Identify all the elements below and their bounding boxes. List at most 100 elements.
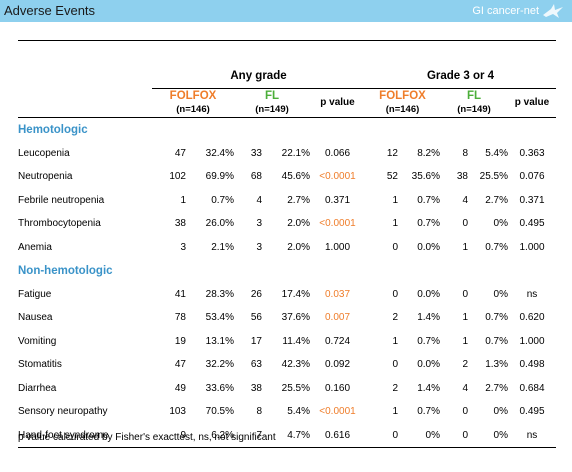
g-folfox-n-cell: 1 <box>392 406 398 418</box>
g-folfox-pct-cell: 0% <box>425 429 440 441</box>
table-row: Fatigue 41 28.3% 26 17.4% 0.037 0 0.0% 0 0% ns <box>18 283 556 307</box>
pvalue-header: p value <box>320 97 355 108</box>
a-fl-n-cell: 56 <box>250 312 262 324</box>
a-p-cell: 0.007 <box>324 312 351 324</box>
event-label: Hand-foot syndrome <box>18 429 109 441</box>
table-row: Febrile neutropenia 1 0.7% 4 2.7% 0.371 1 0.7% 4… <box>18 189 556 213</box>
a-folfox-n-cell: 103 <box>169 406 186 418</box>
a-fl-pct-cell: 4.7% <box>287 429 310 441</box>
a-fl-n-cell: 17 <box>250 335 262 347</box>
g-folfox-pct-cell: 1.4% <box>417 382 440 394</box>
g-p-cell: 0.495 <box>519 218 545 230</box>
g-fl-n-cell: 4 <box>462 382 468 394</box>
table-row: Thrombocytopenia 38 26.0% 3 2.0% <0.0001 1 0.7%… <box>18 212 556 236</box>
arm-name: FOLFOX <box>169 90 217 102</box>
a-fl-n-cell: 26 <box>250 288 262 300</box>
table-row: Anemia 3 2.1% 3 2.0% 1.000 0 0.0% 1 0.7% 1.000 <box>18 236 556 260</box>
g-p-cell: ns <box>526 288 538 300</box>
event-label: Vomiting <box>18 335 57 347</box>
a-folfox-pct-cell: 33.6% <box>205 382 234 394</box>
g-p-cell: 1.000 <box>519 335 545 347</box>
g-fl-pct-cell: 0.7% <box>485 241 508 253</box>
a-folfox-n-cell: 19 <box>174 335 186 347</box>
table-row: Neutropenia 102 69.9% 68 45.6% <0.0001 52 35.6%… <box>18 165 556 189</box>
event-label: Anemia <box>18 241 52 253</box>
a-fl-pct-cell: 17.4% <box>281 288 310 300</box>
g-p-cell: 0.076 <box>519 171 545 183</box>
a-fl-n-cell: 33 <box>250 147 262 159</box>
a-fl-pct-cell: 2.0% <box>287 241 310 253</box>
a-folfox-pct-cell: 13.1% <box>205 335 234 347</box>
a-folfox-pct-cell: 32.4% <box>205 147 234 159</box>
a-folfox-n-cell: 49 <box>174 382 186 394</box>
a-folfox-n-cell: 47 <box>174 147 186 159</box>
g-folfox-pct-cell: 0.7% <box>417 406 440 418</box>
g-fl-pct-cell: 0% <box>493 288 508 300</box>
g-folfox-pct-cell: 0.0% <box>417 359 440 371</box>
crane-icon <box>543 4 563 18</box>
a-fl-pct-cell: 5.4% <box>287 406 310 418</box>
g-p-cell: 0.620 <box>519 312 545 324</box>
event-label: Nausea <box>18 312 53 324</box>
event-label: Diarrhea <box>18 382 57 394</box>
a-p-cell: 0.092 <box>324 359 351 371</box>
table-row: Hand-foot syndrome 9 6.2% 7 4.7% 0.616 0 0% 0 0% n… <box>18 424 556 448</box>
event-label: Thrombocytopenia <box>18 218 101 230</box>
pvalue-header: p value <box>514 97 550 108</box>
a-folfox-n-cell: 47 <box>174 359 186 371</box>
g-p-cell: 0.371 <box>519 194 545 206</box>
a-folfox-n-cell: 102 <box>169 171 186 183</box>
g-folfox-n-cell: 52 <box>386 171 398 183</box>
g-fl-n-cell: 1 <box>462 335 468 347</box>
g-folfox-n-cell: 2 <box>392 382 398 394</box>
table-row: Vomiting 19 13.1% 17 11.4% 0.724 1 0.7% 1 0.7% 1.0… <box>18 330 556 354</box>
group-header-any-grade: Any grade <box>152 64 365 89</box>
g-folfox-pct-cell: 0.0% <box>417 241 440 253</box>
event-label: Sensory neuropathy <box>18 406 108 418</box>
g-folfox-pct-cell: 1.4% <box>417 312 440 324</box>
a-fl-n-cell: 7 <box>256 429 262 441</box>
a-fl-n-cell: 3 <box>256 218 262 230</box>
g-fl-pct-cell: 0% <box>493 406 508 418</box>
g-folfox-n-cell: 0 <box>392 429 398 441</box>
g-p-cell: 0.498 <box>519 359 545 371</box>
a-folfox-n-cell: 9 <box>180 429 186 441</box>
g-folfox-pct-cell: 0.0% <box>417 288 440 300</box>
a-folfox-pct-cell: 26.0% <box>205 218 234 230</box>
a-p-cell: 0.160 <box>324 382 351 394</box>
g-folfox-n-cell: 1 <box>392 218 398 230</box>
g-fl-pct-cell: 1.3% <box>485 359 508 371</box>
g-p-cell: ns <box>526 429 538 441</box>
g-fl-n-cell: 4 <box>462 194 468 206</box>
g-p-cell: 0.684 <box>519 382 545 394</box>
a-fl-pct-cell: 2.0% <box>287 218 310 230</box>
a-fl-n-cell: 68 <box>250 171 262 183</box>
a-folfox-pct-cell: 28.3% <box>205 288 234 300</box>
g-fl-n-cell: 38 <box>456 171 468 183</box>
a-p-cell: <0.0001 <box>319 406 356 418</box>
a-p-cell: <0.0001 <box>319 218 356 230</box>
arm-name: FL <box>466 90 482 102</box>
a-folfox-n-cell: 1 <box>180 194 186 206</box>
event-label: Febrile neutropenia <box>18 194 105 206</box>
table-row: Diarrhea 49 33.6% 38 25.5% 0.160 2 1.4% 4 2.7% 0.6… <box>18 377 556 401</box>
a-fl-n-cell: 38 <box>250 382 262 394</box>
g-folfox-n-cell: 2 <box>392 312 398 324</box>
g-fl-n-cell: 8 <box>462 147 468 159</box>
arm-header-fl: FL (n=149) <box>440 89 508 118</box>
a-folfox-n-cell: 3 <box>180 241 186 253</box>
g-fl-pct-cell: 5.4% <box>485 147 508 159</box>
a-fl-n-cell: 8 <box>256 406 262 418</box>
a-folfox-pct-cell: 2.1% <box>211 241 234 253</box>
a-p-cell: 0.616 <box>324 429 351 441</box>
arm-count: (n=146) <box>176 104 210 115</box>
table-row: Nausea 78 53.4% 56 37.6% 0.007 2 1.4% 1 0.7% 0.620 <box>18 306 556 330</box>
slide-header: Adverse Events GI cancer-net <box>0 0 572 22</box>
g-folfox-n-cell: 0 <box>392 359 398 371</box>
g-folfox-pct-cell: 8.2% <box>417 147 440 159</box>
g-p-cell: 1.000 <box>519 241 545 253</box>
a-fl-pct-cell: 45.6% <box>281 171 310 183</box>
g-fl-n-cell: 0 <box>462 429 468 441</box>
a-folfox-pct-cell: 70.5% <box>205 406 234 418</box>
arm-count: (n=149) <box>457 104 491 115</box>
